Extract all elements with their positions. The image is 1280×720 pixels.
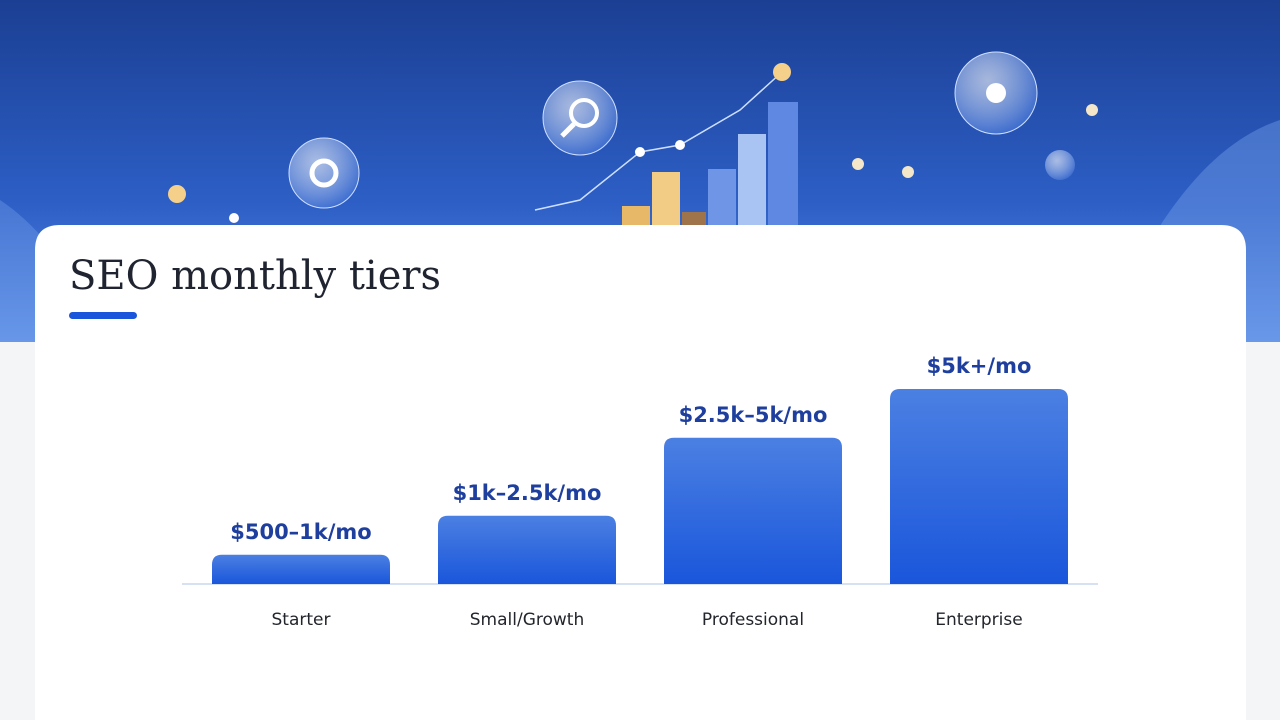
x-tick-label: Starter [272,610,331,630]
value-label: $2.5k–5k/mo [679,403,828,427]
title-underline [69,312,137,319]
chart-title: SEO monthly tiers [69,253,441,299]
bar [664,437,842,584]
x-tick-label: Enterprise [935,610,1022,630]
x-tick-label: Professional [702,610,804,630]
value-label: $1k–2.5k/mo [453,481,602,505]
bar [438,515,616,584]
value-label: $500–1k/mo [230,520,372,544]
bar [890,389,1068,584]
bar [212,554,390,584]
card [35,225,1246,720]
value-label: $5k+/mo [927,354,1032,378]
x-tick-label: Small/Growth [470,610,584,630]
